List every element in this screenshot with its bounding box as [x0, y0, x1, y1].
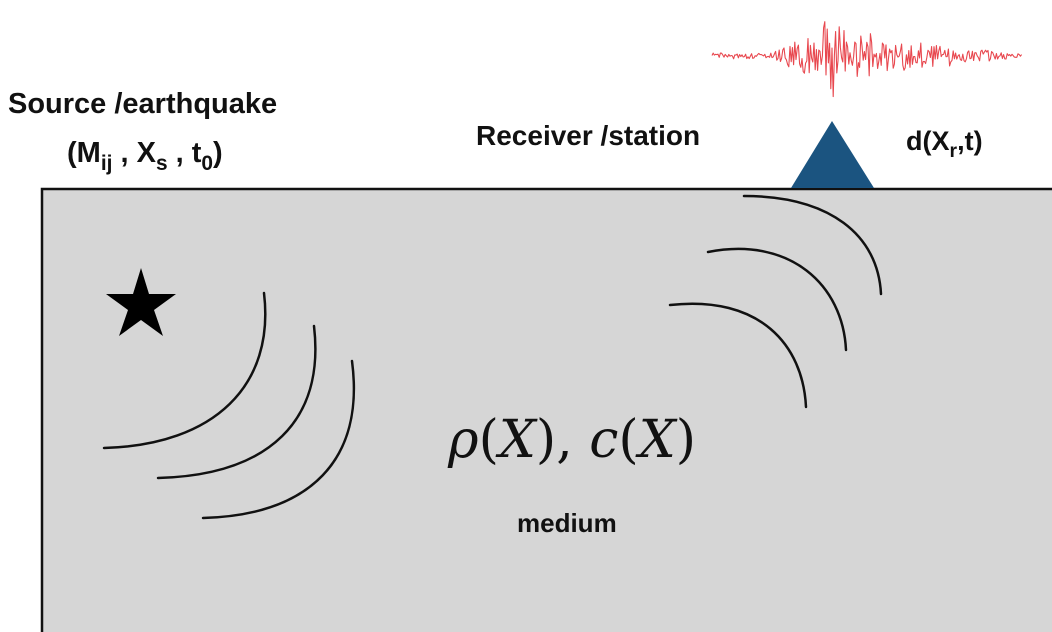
receiver-data-open: d(X: [906, 126, 950, 156]
source-wavefronts: [102, 291, 356, 520]
formula-c: c: [589, 410, 619, 470]
source-params: (Mij , Xs , t0): [67, 137, 223, 175]
formula-x2: X: [638, 410, 676, 470]
receiver-wavefronts: [668, 194, 883, 409]
medium-formula: ρ(X), c(X): [448, 410, 696, 470]
source-params-sep1: , X: [112, 137, 156, 169]
formula-x1: X: [498, 410, 536, 470]
receiver-data: d(Xr,t): [906, 126, 983, 162]
seismogram-trace-icon: [711, 21, 1023, 98]
triangle-station-icon: [791, 121, 874, 188]
source-title: Source /earthquake: [8, 88, 278, 120]
receiver-title: Receiver /station: [476, 120, 701, 151]
medium-block: [40, 187, 1052, 632]
formula-open1: (: [478, 410, 499, 470]
source-wavefront-2: [156, 324, 317, 480]
formula-rho: ρ: [448, 410, 479, 470]
source-params-close: ): [213, 137, 223, 169]
formula-open2: (: [618, 410, 639, 470]
receiver-wavefront-1: [742, 194, 883, 296]
receiver-wavefront-3: [668, 302, 808, 409]
source-params-sep2: , t: [167, 137, 202, 169]
receiver-data-sub: r: [949, 140, 958, 163]
medium-label: medium: [517, 508, 617, 538]
source-params-open: (M: [67, 137, 101, 169]
star-icon: [106, 268, 176, 336]
receiver-wavefront-2: [706, 247, 848, 352]
receiver-data-close: ,t): [957, 126, 983, 156]
source-params-t-sub: 0: [201, 151, 214, 175]
source-params-m-sub: ij: [100, 151, 113, 175]
formula-mid: ),: [535, 410, 590, 470]
source-params-x-sub: s: [155, 151, 168, 175]
source-wavefront-3: [201, 359, 356, 520]
formula-close: ): [675, 410, 697, 470]
source-wavefront-1: [102, 291, 267, 450]
